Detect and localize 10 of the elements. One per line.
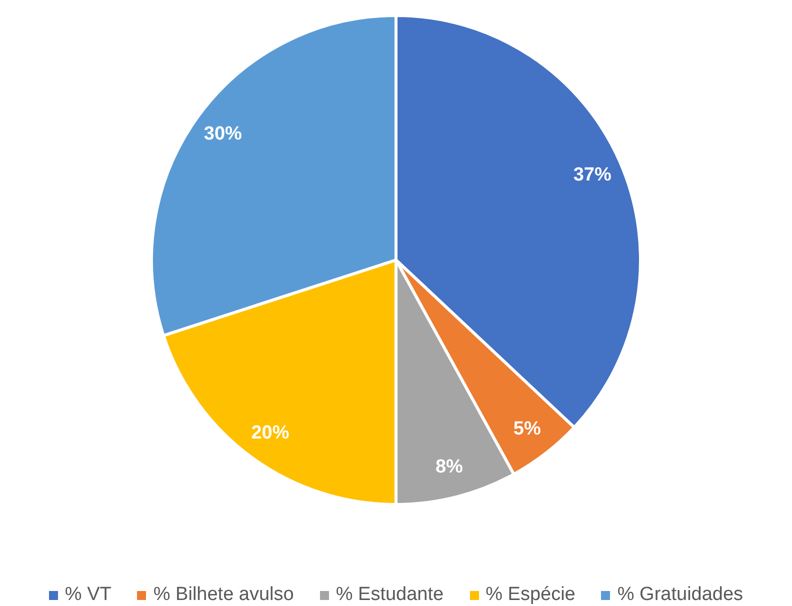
legend-label: % VT [64, 584, 112, 606]
data-label: 20% [251, 422, 290, 444]
data-label: 37% [573, 164, 612, 186]
data-label: 8% [435, 456, 464, 478]
data-label: 5% [513, 418, 541, 440]
legend-label: % Bilhete avulso [153, 584, 294, 606]
legend-label: % Gratuidades [617, 584, 744, 606]
legend-label: % Espécie [486, 584, 576, 606]
legend-label: % Estudante [336, 584, 444, 606]
data-label: 30% [204, 123, 242, 144]
